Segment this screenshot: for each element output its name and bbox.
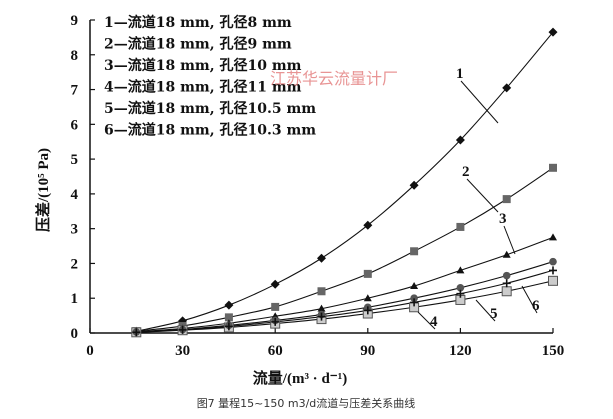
series-line-3: [136, 236, 554, 333]
series-label-leader-6: [521, 285, 538, 314]
legend-entry-2: 2—流道18 mm, 孔径9 mm: [104, 36, 292, 53]
marker-series-4: [548, 275, 558, 286]
legend-entry-3: 3—流道18 mm, 孔径10 mm: [104, 57, 302, 74]
marker-series-3: [410, 282, 419, 290]
axes: [89, 20, 553, 334]
y-tick-label: 2: [71, 256, 79, 272]
y-tick-label: 0: [71, 326, 79, 342]
series-line-2: [136, 167, 554, 332]
marker-series-1: [409, 180, 419, 190]
legend-entry-1: 1—流道18 mm, 孔径8 mm: [104, 14, 292, 31]
marker-series-1: [317, 253, 326, 263]
marker-series-5: [549, 257, 557, 266]
y-tick-label: 3: [71, 222, 79, 238]
series-curves: [136, 31, 554, 333]
marker-series-6: [456, 289, 465, 298]
y-tick-label: 8: [71, 48, 79, 64]
marker-series-6: [132, 328, 141, 337]
marker-series-6: [502, 279, 511, 288]
marker-series-4: [501, 286, 512, 297]
series-label-leader-1: [460, 80, 499, 124]
series-markers: [131, 27, 558, 338]
watermark: 江苏华云流量计厂: [270, 69, 398, 88]
series-line-5: [136, 261, 554, 333]
y-tick-label: 4: [71, 187, 79, 203]
marker-series-6: [224, 322, 233, 331]
y-tick-label: 9: [71, 13, 79, 29]
series-label-3: 3: [499, 211, 507, 227]
y-tick-label: 7: [71, 83, 79, 99]
x-tick-label: 30: [175, 343, 190, 359]
series-line-4: [136, 280, 554, 333]
marker-series-2: [224, 313, 233, 322]
series-line-6: [136, 269, 554, 333]
legend-entry-6: 6—流道18 mm, 孔径10.3 mm: [104, 122, 316, 139]
legend-entry-4: 4—流道18 mm, 孔径11 mm: [104, 79, 302, 96]
marker-series-2: [363, 269, 372, 278]
series-line-1: [136, 31, 554, 332]
marker-series-5: [456, 283, 465, 292]
marker-series-3: [456, 266, 465, 274]
series-label-1: 1: [456, 66, 464, 82]
x-tick-label: 60: [268, 343, 283, 359]
marker-series-6: [271, 317, 280, 326]
marker-series-6: [363, 306, 372, 315]
marker-series-2: [456, 222, 465, 231]
x-tick-label: 0: [86, 343, 94, 359]
marker-series-1: [224, 300, 234, 310]
marker-series-3: [363, 294, 372, 302]
legend-entry-5: 5—流道18 mm, 孔径10.5 mm: [104, 100, 316, 117]
marker-series-6: [549, 266, 557, 275]
series-label-2: 2: [462, 164, 470, 180]
y-axis-label: 压差/(10⁵ Pa): [34, 148, 52, 232]
marker-series-1: [502, 83, 512, 93]
y-tick-label: 5: [71, 152, 79, 168]
marker-series-2: [410, 247, 419, 256]
series-label-leader-2: [466, 178, 499, 213]
y-tick-label: 6: [71, 117, 79, 133]
marker-series-2: [317, 287, 326, 296]
y-tick-label: 1: [71, 291, 79, 307]
marker-series-5: [502, 271, 511, 280]
figure-caption: 图7 量程15~150 m3/d流道与压差关系曲线: [197, 396, 416, 410]
y-ticks: 0 1 2 3 4 5 6 7 8 9: [71, 13, 95, 342]
marker-series-3: [317, 304, 326, 312]
series-labels: 1 2 3 4 5 6: [417, 66, 540, 330]
marker-series-1: [548, 27, 558, 37]
marker-series-1: [455, 135, 465, 145]
marker-series-2: [549, 163, 557, 172]
marker-series-6: [178, 325, 187, 334]
marker-series-1: [270, 279, 280, 289]
series-label-leader-5: [475, 299, 496, 322]
x-ticks: 0 30 60 90 120 150: [86, 328, 564, 359]
series-label-leader-4: [417, 311, 436, 330]
legend: 1—流道18 mm, 孔径8 mm 2—流道18 mm, 孔径9 mm 3—流道18…: [104, 14, 316, 139]
marker-series-2: [271, 302, 280, 311]
x-tick-label: 90: [360, 343, 375, 359]
x-axis-label: 流量/(m³ · d⁻¹): [253, 369, 347, 387]
marker-series-6: [410, 298, 419, 307]
x-tick-label: 150: [542, 343, 565, 359]
series-label-5: 5: [490, 306, 498, 322]
series-label-6: 6: [532, 298, 540, 314]
marker-series-3: [502, 250, 511, 258]
x-tick-label: 120: [449, 343, 472, 359]
series-label-4: 4: [430, 314, 438, 330]
marker-series-6: [317, 312, 326, 321]
series-label-leader-3: [503, 225, 516, 255]
marker-series-2: [502, 195, 511, 204]
marker-series-3: [549, 233, 557, 241]
marker-series-5: [410, 294, 418, 303]
marker-series-1: [363, 220, 373, 230]
